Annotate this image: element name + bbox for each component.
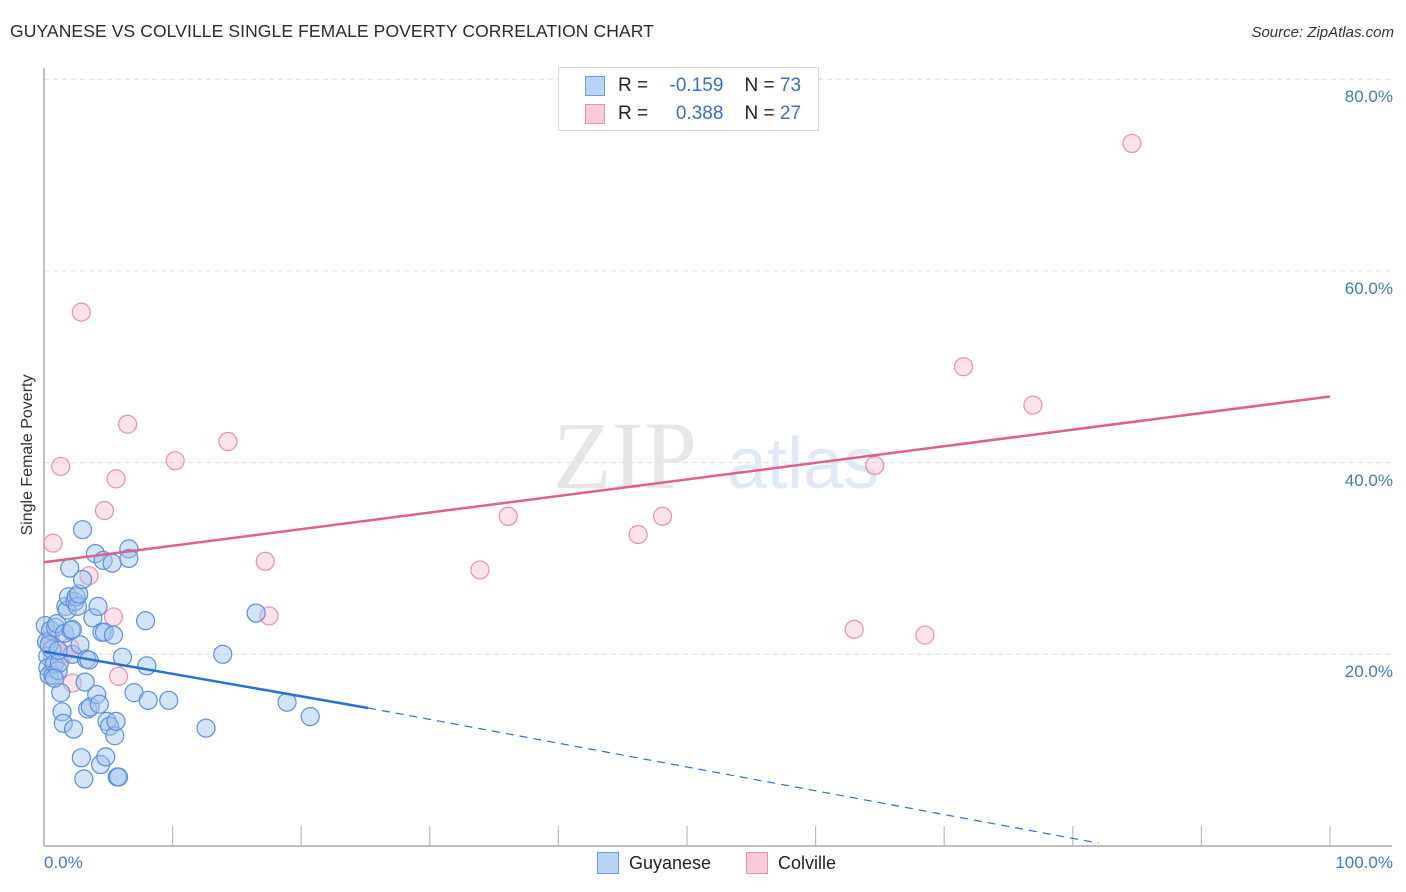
colville-point <box>1023 395 1043 415</box>
guyanese-points <box>35 520 320 789</box>
n-label: N = <box>744 75 775 96</box>
guyanese-point <box>119 548 139 569</box>
source-credit: Source: ZipAtlas.com <box>1251 24 1394 41</box>
guyanese-point <box>74 769 94 789</box>
r-label: R = <box>618 75 649 96</box>
guyanese-swatch-icon <box>585 76 605 96</box>
guyanese-point <box>159 690 179 710</box>
guyanese-point <box>70 635 90 655</box>
y-tick-label: 20.0% <box>1344 662 1393 682</box>
guyanese-point <box>105 726 125 746</box>
guyanese-point <box>106 711 126 731</box>
guyanese-point <box>72 569 93 590</box>
guyanese-point <box>300 707 320 727</box>
guyanese-point <box>103 625 124 645</box>
guyanese-point <box>51 683 71 703</box>
guyanese-point <box>66 587 86 607</box>
colville-point <box>844 619 864 639</box>
guyanese-point <box>62 619 82 639</box>
correlation-stats-box: R = -0.159 N = 73 R = 0.388 N = 27 <box>558 67 819 131</box>
guyanese-point <box>138 690 158 710</box>
guyanese-point <box>96 747 116 767</box>
colville-point <box>628 524 648 545</box>
y-tick-label: 60.0% <box>1344 278 1393 298</box>
guyanese-point <box>108 767 129 787</box>
watermark-zip: ZIP <box>553 402 697 509</box>
n-label: N = <box>744 103 775 124</box>
guyanese-point <box>135 611 156 631</box>
legend-item-colville[interactable]: Colville <box>746 852 836 874</box>
guyanese-point <box>88 596 108 616</box>
colville-point <box>51 456 71 477</box>
guyanese-point <box>48 640 68 661</box>
legend-label: Guyanese <box>629 852 712 873</box>
axes <box>43 68 1392 847</box>
guyanese-point <box>44 668 64 688</box>
guyanese-point <box>75 672 95 692</box>
guyanese-legend-icon <box>597 852 619 874</box>
chart-title: GUYANESE VS COLVILLE SINGLE FEMALE POVER… <box>10 21 654 41</box>
colville-point <box>652 506 673 526</box>
trend-lines <box>43 395 1331 844</box>
r-label: R = <box>618 103 649 124</box>
colville-point <box>498 506 518 526</box>
guyanese-point <box>213 644 233 664</box>
colville-point <box>953 357 974 377</box>
colville-point <box>470 560 490 580</box>
colville-point <box>94 500 115 521</box>
y-tick-label: 80.0% <box>1344 87 1393 107</box>
r-value: 0.388 <box>675 103 724 124</box>
guyanese-point <box>61 620 81 640</box>
colville-point <box>915 625 935 645</box>
legend-item-guyanese[interactable]: Guyanese <box>597 852 711 874</box>
guyanese-point <box>196 718 216 738</box>
guyanese-point <box>246 603 266 623</box>
stats-row-colville: R = 0.388 N = 27 <box>585 102 801 126</box>
guyanese-point <box>89 694 109 714</box>
watermark: ZIP atlas <box>553 402 879 509</box>
guyanese-point <box>69 584 89 604</box>
n-value: 27 <box>779 103 802 124</box>
colville-trend-line <box>43 395 1331 564</box>
guyanese-point <box>63 719 84 739</box>
x-tick-max: 100.0% <box>1335 853 1393 872</box>
colville-point <box>108 666 129 686</box>
y-tick-label: 40.0% <box>1344 470 1393 490</box>
guyanese-point <box>71 748 91 768</box>
legend-label: Colville <box>778 852 837 873</box>
colville-point <box>71 302 91 322</box>
guyanese-point <box>102 553 122 573</box>
guyanese-trend-extension <box>367 707 1099 844</box>
colville-point <box>43 533 63 553</box>
colville-point <box>218 431 238 452</box>
guyanese-point <box>72 520 93 540</box>
colville-point <box>165 451 185 471</box>
guyanese-trend-line <box>43 650 369 710</box>
stats-row-guyanese: R = -0.159 N = 73 <box>585 74 801 98</box>
gridlines <box>44 78 1392 655</box>
colville-point <box>1122 133 1142 154</box>
guyanese-point <box>53 713 73 733</box>
colville-point <box>117 414 138 434</box>
colville-legend-icon <box>746 852 768 874</box>
guyanese-point <box>83 608 103 628</box>
colville-swatch-icon <box>585 104 605 124</box>
n-value: 73 <box>779 75 802 96</box>
colville-point <box>255 551 275 571</box>
colville-point <box>106 469 126 489</box>
x-tick-min: 0.0% <box>44 853 83 872</box>
guyanese-point <box>137 656 157 676</box>
r-value: -0.159 <box>669 75 724 96</box>
colville-point <box>865 455 885 476</box>
